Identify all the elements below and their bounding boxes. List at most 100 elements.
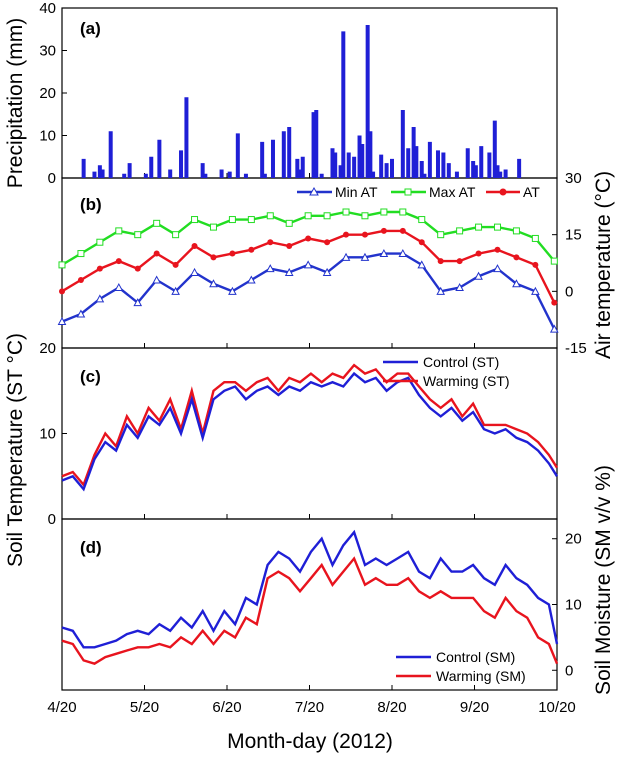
min-at-point: [455, 283, 464, 292]
max-at-point: [172, 231, 180, 239]
y-tick-label: 30: [39, 43, 56, 60]
precip-bar: [298, 169, 303, 178]
precip-bar: [517, 158, 522, 178]
at-point: [134, 265, 141, 272]
max-at-point: [493, 223, 501, 231]
max-at-point: [153, 219, 161, 227]
soil-moisture-axis-label: Soil Moisture (SM v/v %): [592, 465, 615, 695]
soil-temp-axis-label: Soil Temperature (ST °C): [4, 333, 27, 567]
y-tick-label: 10: [39, 426, 56, 443]
panel-label-c: (c): [80, 367, 101, 386]
precip-bar: [419, 161, 424, 178]
precip-bar: [243, 173, 248, 178]
at-point: [532, 261, 539, 268]
min-at-point: [247, 275, 256, 284]
precip-bar: [330, 148, 335, 178]
precip-bar: [384, 163, 389, 178]
min-at-point: [474, 271, 483, 280]
precip-bar: [333, 152, 338, 178]
min-at-point: [341, 252, 351, 261]
precip-bar: [492, 120, 497, 178]
precip-bar: [260, 141, 265, 178]
max-at-point: [531, 234, 539, 242]
legend-max-at-marker: [404, 188, 412, 196]
y-tick-label: 20: [39, 85, 56, 102]
min-at-point: [512, 279, 521, 288]
min-at-point: [436, 286, 446, 295]
control-st-line: [61, 371, 559, 492]
panel-label-a: (a): [80, 19, 101, 38]
control-sm-line: [61, 529, 559, 649]
plot-area: 4/20 5/20 6/20 7/20 8/20 9/20 10/20 0 10 20 30 40 -1…: [39, 0, 586, 716]
precip-bar: [495, 165, 500, 178]
max-at-point: [228, 216, 236, 224]
precip-bar: [179, 150, 184, 178]
min-at-point: [133, 298, 143, 307]
x-tick-label: 7/20: [295, 699, 324, 716]
max-at-point: [323, 212, 331, 220]
precip-bar: [227, 171, 232, 178]
max-at-point: [550, 257, 558, 265]
precip-bar: [371, 171, 376, 178]
at-point: [513, 254, 520, 261]
precip-bar: [108, 131, 113, 178]
precip-bar: [357, 135, 362, 178]
y-tick-label: 0: [48, 170, 56, 187]
precip-bar: [184, 97, 189, 178]
warming-sm-line: [61, 556, 559, 666]
at-point: [494, 246, 501, 253]
min-at-point: [303, 260, 313, 269]
max-at-point: [437, 231, 445, 239]
at-point: [286, 243, 293, 249]
precip-bar: [446, 163, 451, 178]
x-axis-label: Month-day (2012): [227, 730, 393, 753]
at-point: [399, 227, 406, 234]
max-at-point: [266, 212, 274, 220]
y-tick-label: 40: [39, 0, 56, 17]
min-at-point: [360, 252, 370, 261]
precip-bar: [498, 171, 503, 178]
precip-bar: [143, 173, 148, 178]
y-tick-label: 20: [565, 531, 582, 548]
min-at-point: [531, 286, 540, 295]
max-at-point: [475, 223, 483, 231]
at-point: [191, 243, 198, 249]
precip-bar: [454, 171, 459, 178]
x-tick-label: 9/20: [460, 699, 489, 716]
min-at-point: [57, 317, 67, 326]
min-at-point: [549, 324, 559, 333]
max-at-point: [285, 219, 293, 227]
precip-bar: [287, 127, 292, 178]
precip-bar: [406, 148, 411, 178]
at-point: [96, 265, 103, 272]
x-tick-label: 4/20: [47, 699, 76, 716]
precip-bar: [479, 146, 484, 178]
at-point: [59, 288, 65, 295]
min-at-point: [493, 264, 502, 273]
precip-bar: [441, 152, 446, 178]
precip-bar: [400, 110, 405, 178]
precip-bar: [157, 139, 162, 178]
legend-min-at-marker: [309, 186, 319, 196]
precip-bar: [341, 31, 346, 178]
precip-bar: [427, 141, 432, 178]
max-at-point: [96, 238, 104, 246]
precip-bar: [81, 158, 86, 178]
legend-at-marker: [499, 188, 507, 196]
at-point: [361, 231, 368, 238]
at-point: [456, 258, 463, 265]
max-at-point: [58, 261, 66, 269]
legend-control-st-label: Control (ST): [423, 354, 499, 370]
precip-bar: [411, 127, 416, 178]
precip-bar: [295, 158, 300, 178]
at-point: [153, 250, 160, 257]
warming-st-line: [61, 363, 559, 488]
min-at-point: [265, 264, 275, 273]
max-at-point: [418, 216, 426, 224]
precip-bar: [314, 110, 319, 178]
precip-bar: [368, 131, 373, 178]
precip-bar: [390, 158, 394, 178]
legend-control-sm-label: Control (SM): [436, 649, 515, 665]
y-tick-label: 0: [565, 283, 573, 300]
